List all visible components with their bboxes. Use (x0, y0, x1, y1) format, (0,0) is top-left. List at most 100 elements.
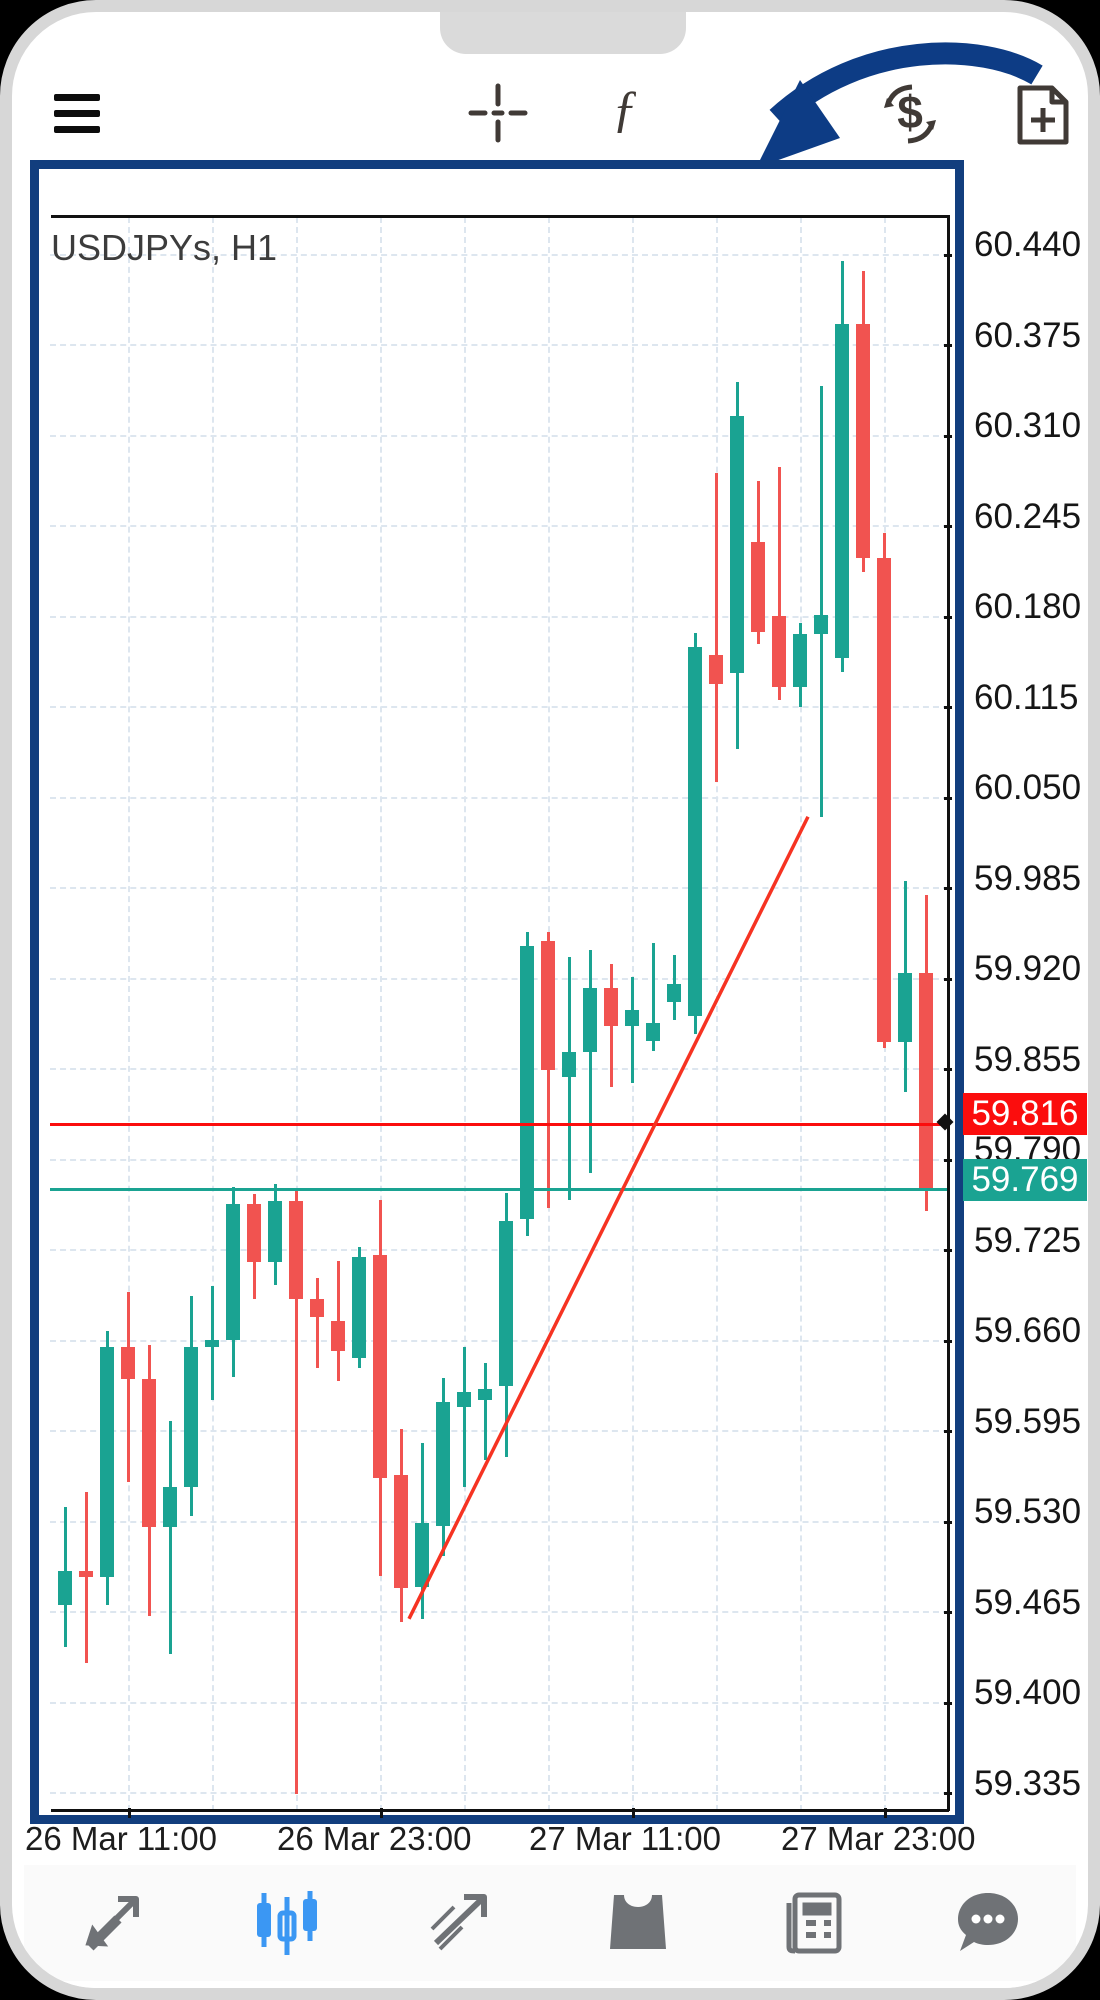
candle-body (247, 1203, 261, 1263)
candle-body (289, 1201, 303, 1299)
candle-body (415, 1522, 429, 1587)
trendline-layer (407, 815, 810, 1620)
time-axis-label: 27 Mar 11:00 (529, 1820, 722, 1857)
candle-wick (127, 1291, 130, 1483)
grid-line-horizontal (50, 435, 949, 437)
price-tick-label: 60.115 (974, 677, 1079, 717)
candle-wick (85, 1492, 88, 1664)
candle-body (814, 614, 828, 635)
price-tick-label: 59.660 (974, 1311, 1082, 1351)
grid-line-horizontal (50, 978, 949, 980)
price-tick-label: 59.335 (974, 1763, 1082, 1803)
candle-body (373, 1255, 387, 1479)
ask-line (50, 1123, 949, 1126)
candle-body (79, 1571, 93, 1578)
time-tick-mark (380, 1808, 383, 1818)
candle-body (751, 542, 765, 632)
nav-history[interactable] (593, 1878, 683, 1968)
candle-body (352, 1256, 366, 1359)
candle-wick (589, 950, 592, 1174)
grid-line-horizontal (50, 525, 949, 527)
candle-body (709, 655, 723, 685)
nav-messages[interactable] (943, 1878, 1033, 1968)
bid-line (50, 1188, 949, 1191)
grid-line-horizontal (50, 1159, 949, 1161)
price-tick-label: 59.400 (974, 1673, 1082, 1713)
candle-body (604, 988, 618, 1026)
switch-instrument-icon[interactable]: $ (874, 78, 946, 155)
candle-body (793, 634, 807, 688)
indicators-icon[interactable]: ƒ (612, 81, 638, 138)
price-tick-label: 59.920 (974, 949, 1082, 989)
plot-right-border (947, 215, 950, 1811)
grid-line-horizontal (50, 706, 949, 708)
candle-body (268, 1201, 282, 1263)
grid-line-vertical (128, 217, 130, 1811)
nav-news[interactable] (768, 1878, 858, 1968)
grid-line-horizontal (50, 1792, 949, 1794)
grid-line-horizontal (50, 1068, 949, 1070)
price-tick-label: 60.245 (974, 496, 1082, 536)
candle-wick (778, 467, 781, 700)
ask-line-marker (936, 1113, 954, 1131)
price-tick-label: 59.530 (974, 1492, 1082, 1532)
grid-line-horizontal (50, 887, 949, 889)
price-tick-label: 60.310 (974, 406, 1082, 446)
price-tick-label: 60.440 (974, 225, 1082, 265)
price-tick-label: 60.050 (974, 768, 1082, 808)
candle-wick (295, 1189, 298, 1795)
candle-body (478, 1389, 492, 1401)
menu-icon[interactable] (54, 94, 100, 133)
grid-line-horizontal (50, 254, 949, 256)
candle-body (877, 557, 891, 1043)
grid-line-horizontal (50, 1521, 949, 1523)
candle-body (121, 1347, 135, 1380)
candle-body (58, 1571, 72, 1605)
trendline[interactable] (407, 815, 810, 1620)
nav-quotes[interactable] (67, 1878, 157, 1968)
time-tick-mark (632, 1808, 635, 1818)
candle-body (205, 1340, 219, 1348)
candle-wick (568, 957, 571, 1200)
ask-price-badge: 59.816 (963, 1093, 1087, 1136)
grid-line-horizontal (50, 1702, 949, 1704)
candle-wick (610, 964, 613, 1087)
chart-area[interactable]: USDJPYs, H1 (30, 160, 964, 1824)
candle-body (394, 1475, 408, 1589)
chart-plot[interactable] (50, 217, 954, 1818)
candle-wick (631, 976, 634, 1083)
plot-bottom-axis (51, 1809, 949, 1812)
candle-body (625, 1010, 639, 1026)
candle-body (772, 616, 786, 688)
new-order-icon[interactable] (1014, 84, 1072, 151)
home-indicator-area (24, 1981, 1076, 1988)
price-tick-label: 60.375 (974, 315, 1082, 355)
candle-wick (463, 1347, 466, 1487)
candle-body (331, 1320, 345, 1352)
time-axis-label: 26 Mar 23:00 (277, 1820, 472, 1857)
candle-body (730, 415, 744, 674)
crosshair-icon[interactable] (467, 82, 529, 149)
price-tick-label: 59.595 (974, 1401, 1082, 1441)
candle-body (163, 1486, 177, 1527)
price-tick-label: 60.180 (974, 587, 1082, 627)
bid-price-badge: 59.769 (963, 1158, 1087, 1201)
candle-body (520, 946, 534, 1220)
candle-body (898, 972, 912, 1043)
candle-body (436, 1401, 450, 1526)
plot-top-border (51, 215, 949, 218)
candle-wick (715, 472, 718, 782)
candle-wick (316, 1277, 319, 1369)
candle-body (310, 1298, 324, 1317)
nav-charts[interactable] (242, 1878, 332, 1968)
price-tick-label: 59.855 (974, 1039, 1082, 1079)
nav-trade[interactable] (417, 1878, 507, 1968)
candle-body (100, 1347, 114, 1578)
bottom-navbar (24, 1865, 1076, 1981)
candle-body (667, 983, 681, 1002)
candle-body (541, 940, 555, 1071)
price-tick-label: 59.465 (974, 1582, 1082, 1622)
grid-line-horizontal (50, 797, 949, 799)
grid-line-vertical (380, 217, 382, 1811)
